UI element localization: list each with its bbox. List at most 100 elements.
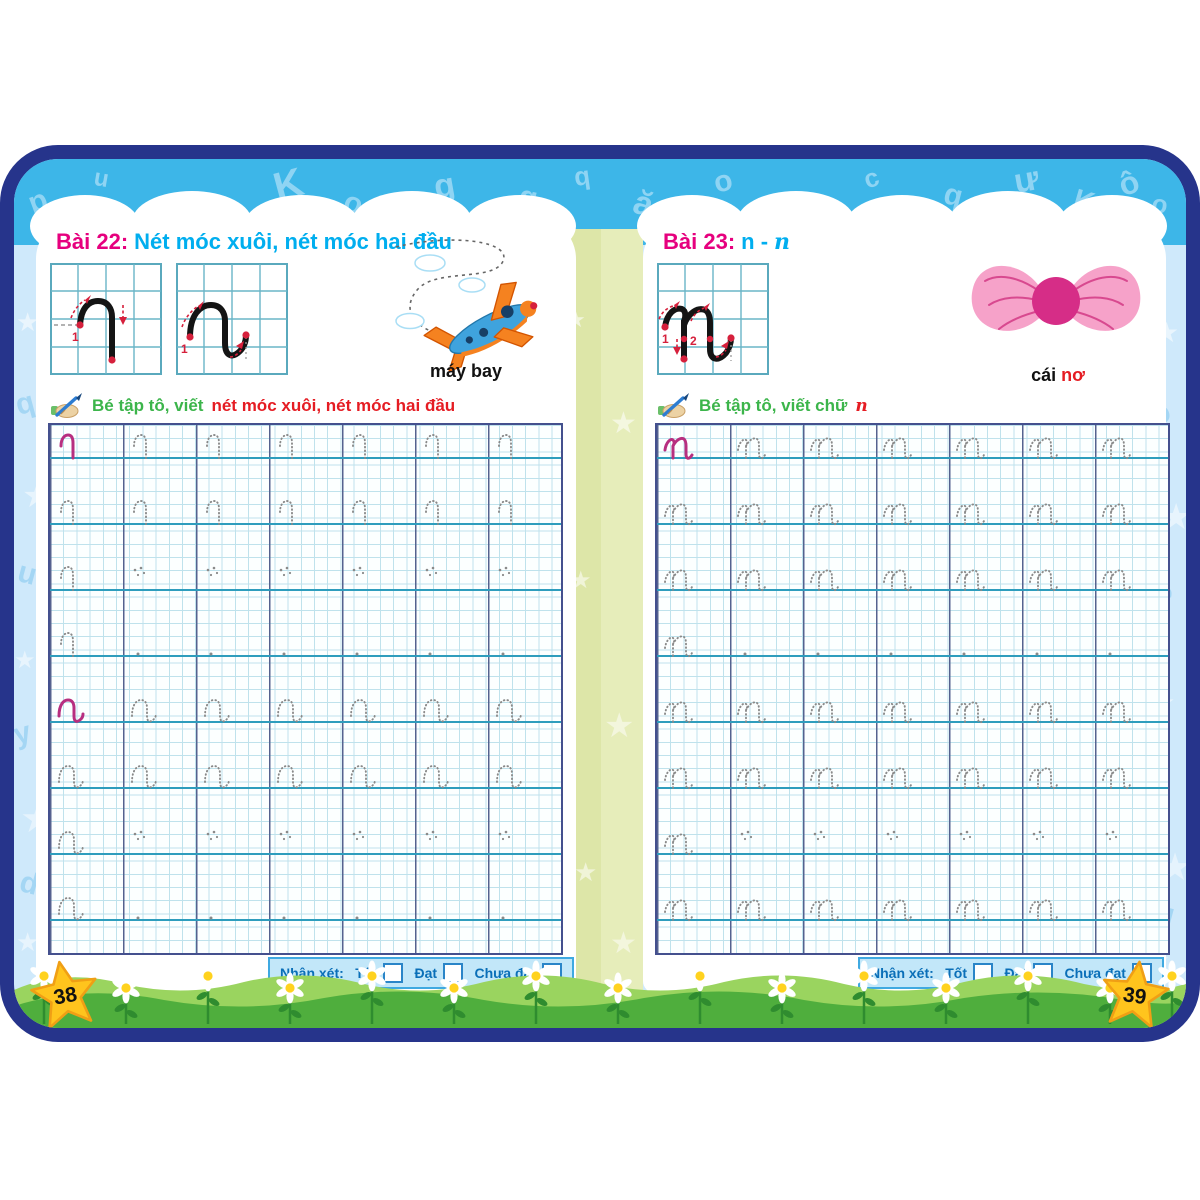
lesson-name-cursive: n xyxy=(774,229,791,255)
practice-glyph xyxy=(663,561,695,593)
practice-glyph xyxy=(56,825,88,857)
practice-glyph xyxy=(275,891,307,923)
practice-glyph xyxy=(882,429,914,461)
practice-glyph xyxy=(736,693,768,725)
practice-glyph xyxy=(275,825,307,857)
practice-glyph xyxy=(494,429,526,461)
illustration-word-accent: nơ xyxy=(1061,365,1085,385)
practice-glyph xyxy=(736,825,768,857)
decorative-letter: c xyxy=(859,161,883,195)
practice-glyph xyxy=(129,429,161,461)
practice-glyph xyxy=(736,759,768,791)
page-left: Bài 22: Nét móc xuôi, nét móc hai đầu 1 xyxy=(30,191,576,993)
practice-glyph xyxy=(736,627,768,659)
checkbox-tot[interactable] xyxy=(383,963,404,983)
practice-glyph xyxy=(882,891,914,923)
stroke-number: 2 xyxy=(690,334,697,348)
practice-glyph xyxy=(882,693,914,725)
airplane xyxy=(423,281,538,372)
grass-decoration xyxy=(14,948,1186,1028)
instruction-highlight: nét móc xuôi, nét móc hai đầu xyxy=(211,396,456,415)
instruction-prefix: Bé tập tô, viết chữ xyxy=(699,396,848,415)
decorative-letter: y xyxy=(9,715,35,752)
pen-hand-icon xyxy=(51,393,82,418)
cloud-bump xyxy=(949,191,1067,253)
practice-glyph xyxy=(1028,495,1060,527)
practice-glyph xyxy=(348,891,380,923)
practice-glyph xyxy=(882,495,914,527)
practice-glyph xyxy=(129,561,161,593)
practice-glyph xyxy=(1028,693,1060,725)
practice-glyph xyxy=(1101,429,1133,461)
practice-glyph xyxy=(494,495,526,527)
practice-glyph xyxy=(663,825,695,857)
star-decoration: ★ xyxy=(16,307,40,337)
practice-glyph xyxy=(1028,825,1060,857)
lesson-title: Bài 23: n -n xyxy=(663,229,790,255)
practice-glyph xyxy=(202,561,234,593)
instruction-prefix: Bé tập tô, viết xyxy=(92,396,204,415)
practice-glyph xyxy=(736,891,768,923)
practice-glyph xyxy=(1101,759,1133,791)
option-tot: Tốt xyxy=(945,965,968,981)
practice-glyph xyxy=(129,891,161,923)
practice-glyph xyxy=(955,495,987,527)
practice-glyph xyxy=(129,627,161,659)
cloud-bump xyxy=(132,191,252,253)
practice-glyph xyxy=(663,429,695,461)
page-number-star-right: 39 xyxy=(1095,954,1174,1028)
practice-glyph xyxy=(348,561,380,593)
practice-glyph xyxy=(129,693,161,725)
cloud-bump xyxy=(737,191,855,253)
practice-glyph xyxy=(202,693,234,725)
practice-glyph xyxy=(348,495,380,527)
practice-glyph xyxy=(56,627,88,659)
practice-glyph xyxy=(421,759,453,791)
practice-glyph xyxy=(494,759,526,791)
practice-glyph xyxy=(809,891,841,923)
practice-glyph xyxy=(955,561,987,593)
practice-glyph xyxy=(882,759,914,791)
practice-glyph xyxy=(56,693,88,725)
illustration-label: máy bay xyxy=(366,361,566,382)
practice-glyph xyxy=(275,561,307,593)
practice-glyph xyxy=(663,759,695,791)
option-dat: Đạt xyxy=(414,965,438,981)
practice-glyph xyxy=(809,693,841,725)
star-decoration: ★ xyxy=(610,927,637,960)
practice-glyph xyxy=(809,429,841,461)
practice-glyph xyxy=(809,561,841,593)
cloud-bump xyxy=(30,195,140,257)
practice-glyph xyxy=(421,825,453,857)
lesson-title: Bài 22: Nét móc xuôi, nét móc hai đầu xyxy=(56,229,452,255)
practice-glyph xyxy=(202,759,234,791)
page-number: 38 xyxy=(52,983,79,1010)
practice-glyph xyxy=(421,429,453,461)
lesson-name: Nét móc xuôi, nét móc hai đầu xyxy=(134,229,452,254)
practice-glyph xyxy=(1101,627,1133,659)
practice-glyph xyxy=(494,627,526,659)
page-number: 39 xyxy=(1122,983,1148,1009)
practice-glyph xyxy=(955,693,987,725)
practice-glyph xyxy=(882,825,914,857)
cloud-bump xyxy=(637,195,747,257)
practice-glyph xyxy=(202,891,234,923)
practice-glyph xyxy=(809,627,841,659)
practice-glyph xyxy=(56,759,88,791)
practice-glyph xyxy=(494,693,526,725)
practice-glyph xyxy=(56,561,88,593)
bow-illustration xyxy=(961,241,1151,366)
lesson-name: n - xyxy=(741,229,769,254)
decorative-letter: o xyxy=(710,163,736,200)
evaluation-label: Nhận xét: xyxy=(870,965,934,981)
page-right: Bài 23: n -n 1 xyxy=(637,191,1170,993)
cloud-bump xyxy=(352,191,472,253)
practice-glyph xyxy=(1028,627,1060,659)
practice-glyph xyxy=(736,561,768,593)
practice-glyph xyxy=(348,429,380,461)
lesson-number: Bài 23: xyxy=(663,229,736,254)
practice-glyph xyxy=(275,429,307,461)
practice-glyph xyxy=(275,759,307,791)
cloud-bump xyxy=(244,195,360,257)
stroke-number: 1 xyxy=(181,342,188,356)
